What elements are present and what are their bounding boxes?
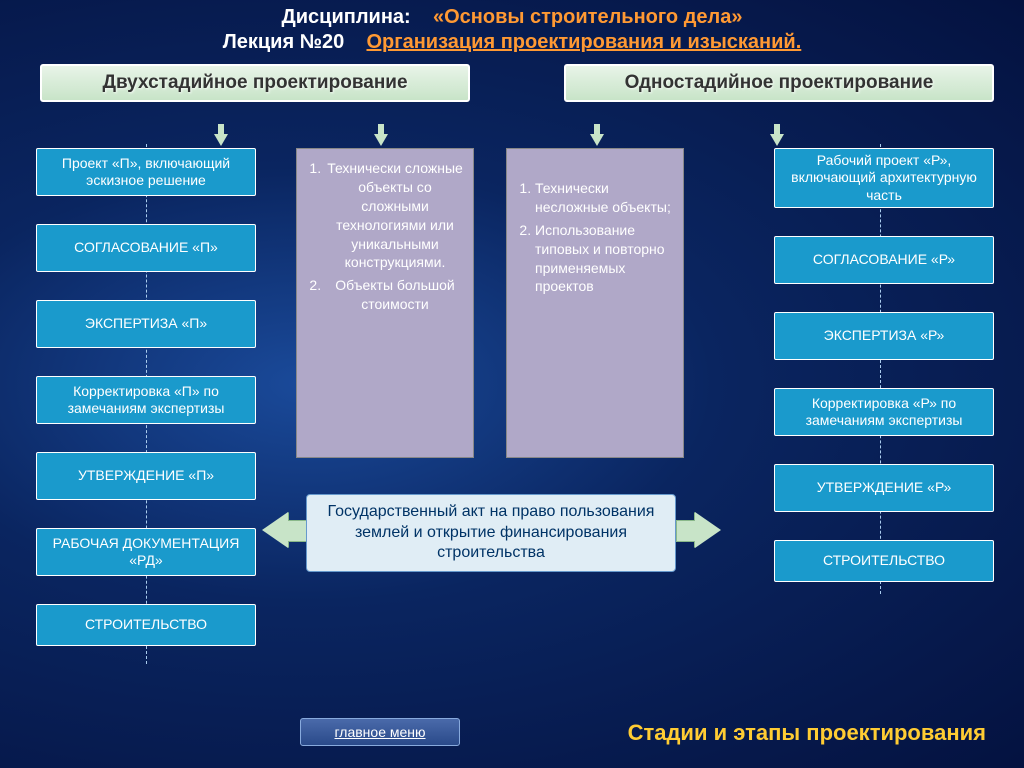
header-line-1: Дисциплина: «Основы строительного дела»	[0, 6, 1024, 29]
criteria-one-stage: Технически несложные объекты; Использова…	[506, 148, 684, 458]
criteria-item: Объекты большой стоимости	[325, 276, 465, 314]
footer-title: Стадии и этапы проектирования	[628, 720, 986, 746]
step-box: ЭКСПЕРТИЗА «Р»	[774, 312, 994, 360]
step-box: УТВЕРЖДЕНИЕ «П»	[36, 452, 256, 500]
criteria-item: Использование типовых и повторно применя…	[535, 221, 675, 297]
top-row: Двухстадийное проектирование Одностадийн…	[0, 54, 1024, 102]
top-box-two-stage: Двухстадийное проектирование	[40, 64, 470, 102]
criteria-two-stage: Технически сложные объекты со сложными т…	[296, 148, 474, 458]
disciplina-title: «Основы строительного дела»	[433, 6, 743, 28]
step-box: ЭКСПЕРТИЗА «П»	[36, 300, 256, 348]
left-stage-column: Проект «П», включающий эскизное решение …	[36, 148, 256, 674]
disciplina-label: Дисциплина:	[282, 6, 411, 28]
header-line-2: Лекция №20 Организация проектирования и …	[0, 31, 1024, 54]
right-stage-column: Рабочий проект «Р», включающий архитекту…	[774, 148, 994, 610]
step-box: Корректировка «П» по замечаниям эксперти…	[36, 376, 256, 424]
step-box: Рабочий проект «Р», включающий архитекту…	[774, 148, 994, 208]
gov-act-box: Государственный акт на право пользования…	[306, 494, 676, 572]
step-box: УТВЕРЖДЕНИЕ «Р»	[774, 464, 994, 512]
header: Дисциплина: «Основы строительного дела» …	[0, 0, 1024, 54]
step-box: Проект «П», включающий эскизное решение	[36, 148, 256, 196]
arrow-down-icon	[214, 134, 228, 146]
step-box: СТРОИТЕЛЬСТВО	[774, 540, 994, 582]
lecture-title: Организация проектирования и изысканий.	[366, 31, 801, 53]
step-box: РАБОЧАЯ ДОКУМЕНТАЦИЯ «РД»	[36, 528, 256, 576]
arrow-down-icon	[590, 134, 604, 146]
arrow-right-icon	[695, 512, 721, 548]
step-box: Корректировка «Р» по замечаниям эксперти…	[774, 388, 994, 436]
step-box: СТРОИТЕЛЬСТВО	[36, 604, 256, 646]
top-box-one-stage: Одностадийное проектирование	[564, 64, 994, 102]
arrow-left-icon	[262, 512, 288, 548]
lecture-label: Лекция №20	[223, 31, 345, 53]
criteria-item: Технически сложные объекты со сложными т…	[325, 159, 465, 272]
main-menu-button[interactable]: главное меню	[300, 718, 460, 746]
criteria-item: Технически несложные объекты;	[535, 179, 675, 217]
main-area: Проект «П», включающий эскизное решение …	[0, 116, 1024, 726]
step-box: СОГЛАСОВАНИЕ «П»	[36, 224, 256, 272]
arrow-down-icon	[374, 134, 388, 146]
arrow-down-icon	[770, 134, 784, 146]
step-box: СОГЛАСОВАНИЕ «Р»	[774, 236, 994, 284]
